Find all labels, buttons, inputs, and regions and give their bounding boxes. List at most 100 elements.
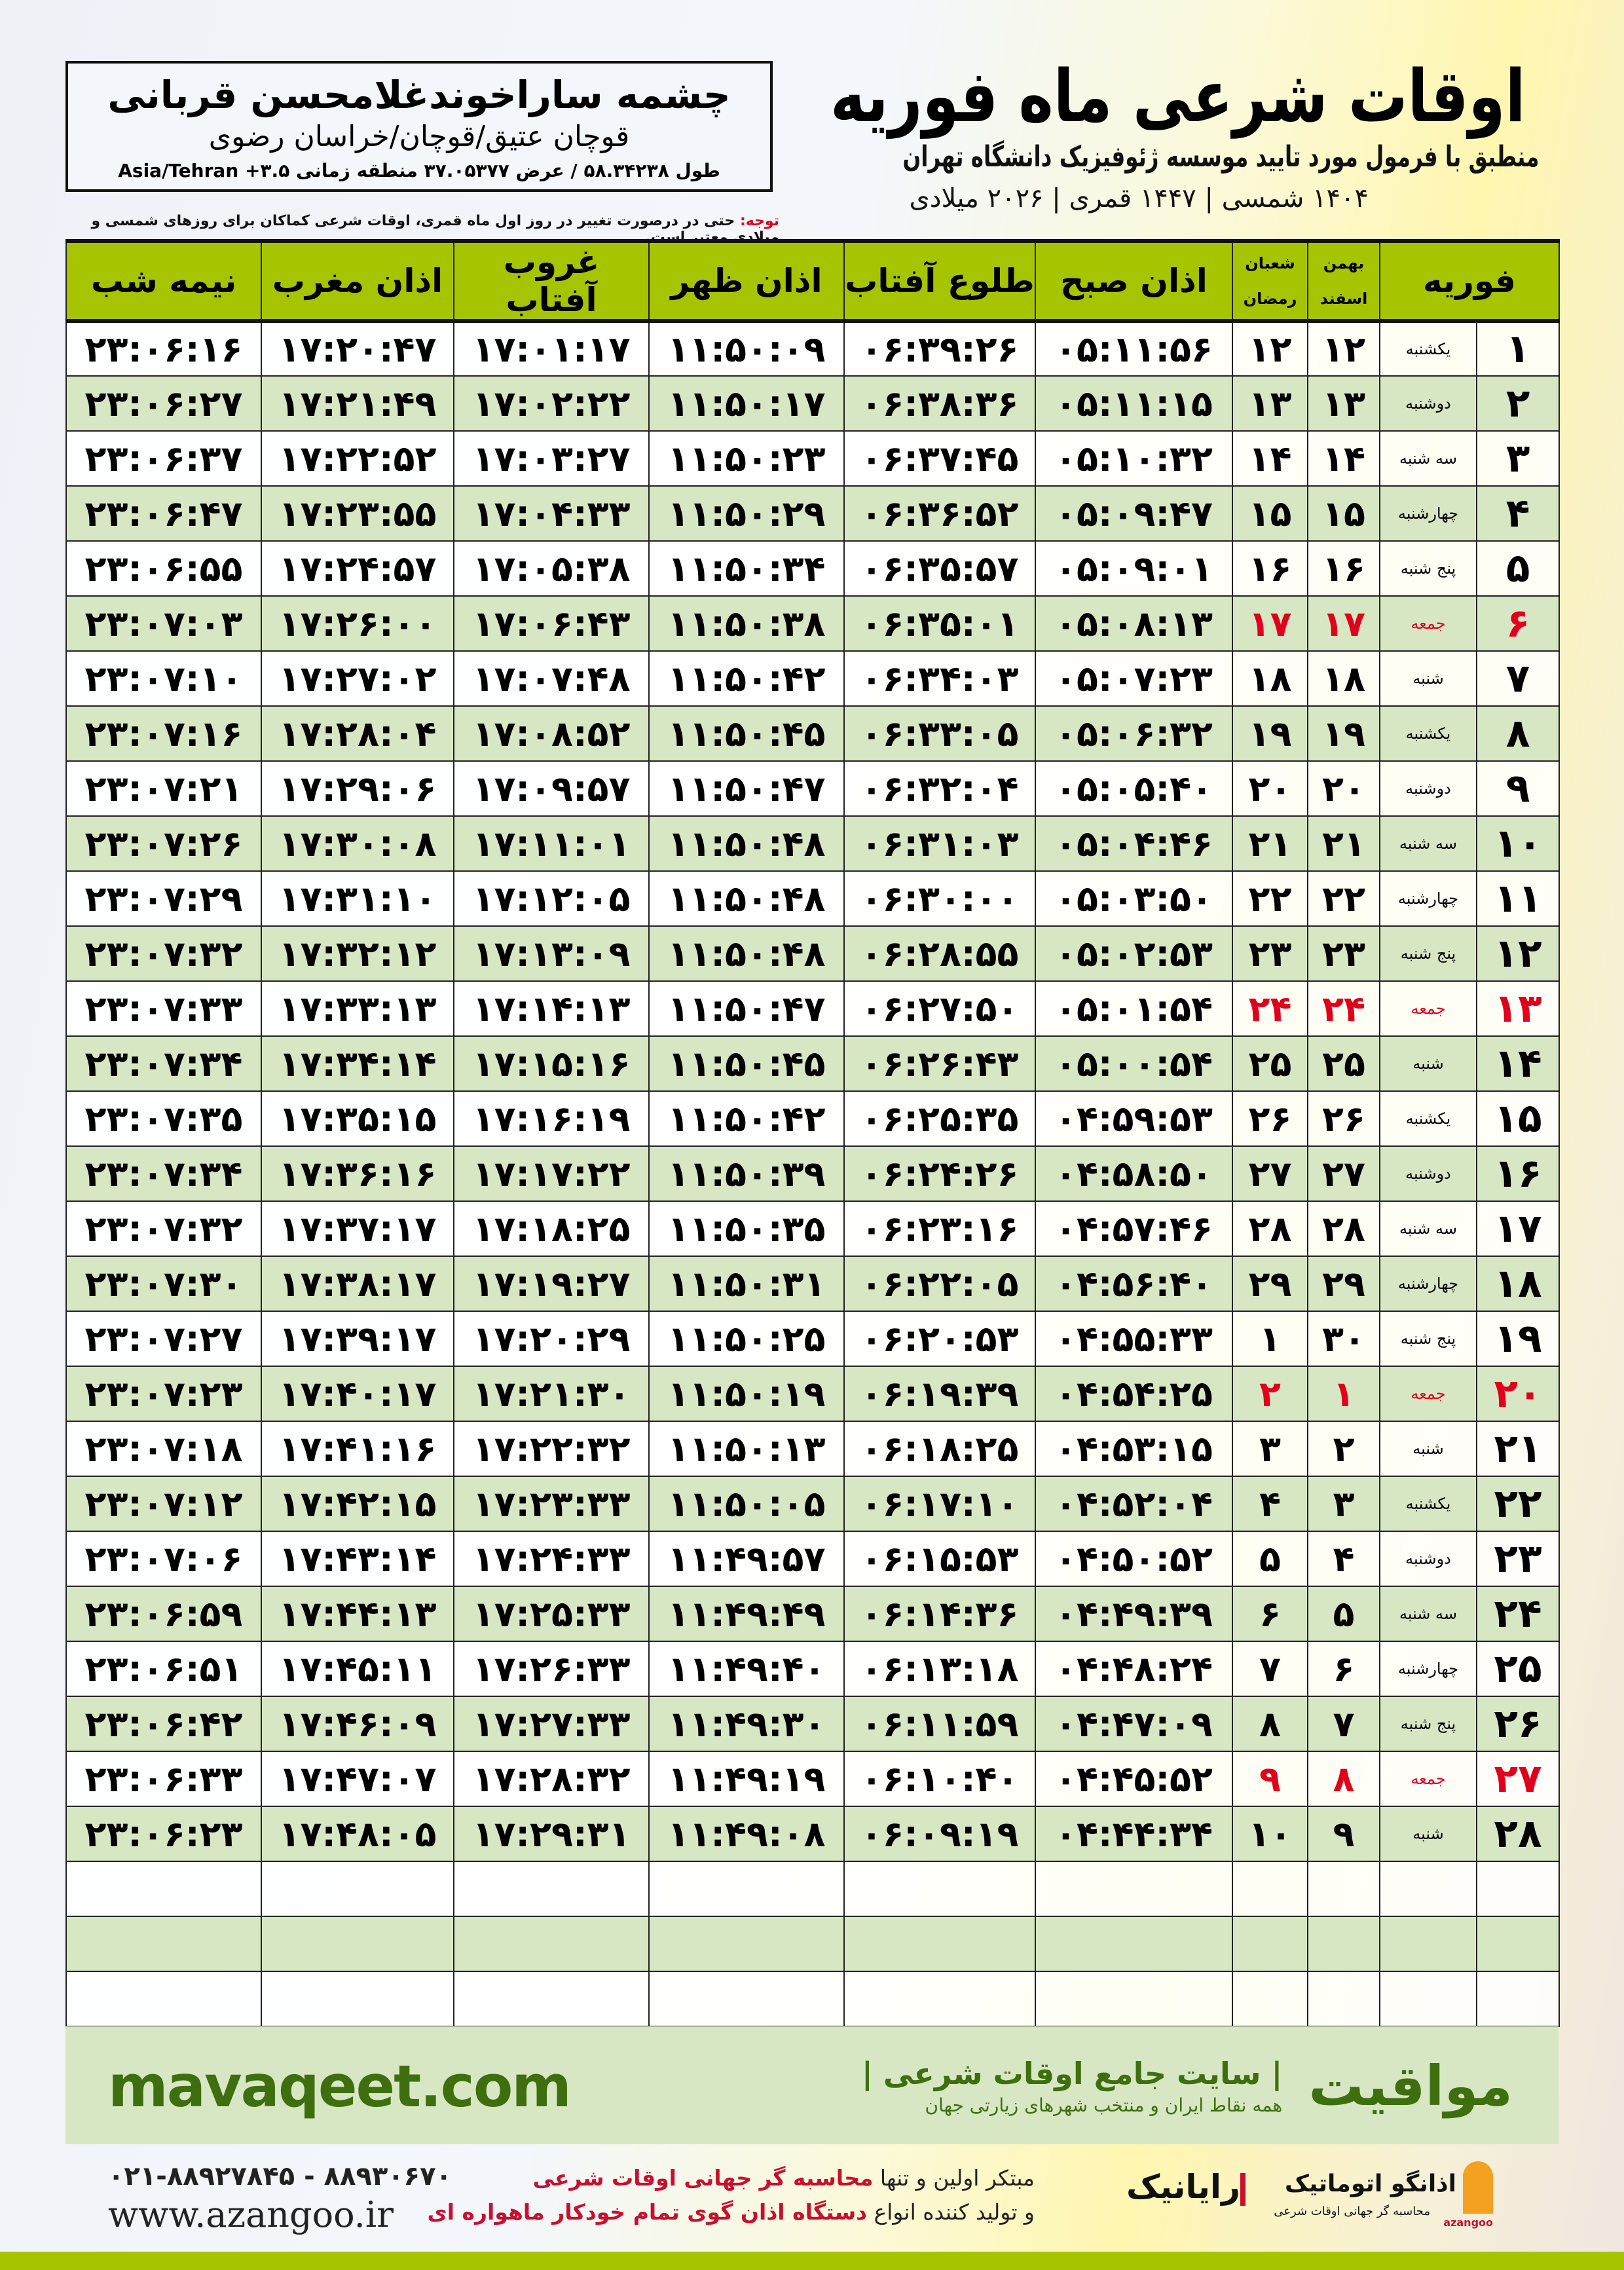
solar-day: ۱۷ (1307, 595, 1380, 652)
solar-day: ۲۸ (1307, 1200, 1380, 1257)
weekday: یکشنبه (1379, 705, 1477, 762)
solar-day: ۱۹ (1307, 705, 1380, 762)
empty-cell (843, 1916, 1036, 1972)
dhuhr-time: ۱۱:۵۰:۴۸ (648, 815, 845, 872)
col-solar-top: بهمن (1323, 254, 1365, 272)
solar-day: ۲۷ (1307, 1145, 1380, 1202)
sunset-time: ۱۷:۲۶:۳۳ (453, 1641, 650, 1697)
promo-text: مبتکر اولین و تنها محاسبه گر جهانی اوقات… (428, 2161, 1035, 2229)
table-row: ۲ دوشنبه ۱۳ ۱۳ ۰۵:۱۱:۱۵ ۰۶:۳۸:۳۶ ۱۱:۵۰:۱۷ ۱۷:۰۲… (65, 375, 1560, 432)
year-dates: ۱۴۰۴ شمسی | ۱۴۴۷ قمری | ۲۰۲۶ میلادی (909, 183, 1369, 214)
empty-cell (648, 1916, 845, 1972)
sunrise-time: ۰۶:۲۸:۵۵ (843, 925, 1036, 982)
maghrib-time: ۱۷:۲۲:۵۲ (261, 430, 454, 487)
solar-day: ۲۳ (1307, 925, 1380, 982)
day-number: ۱۵ (1476, 1090, 1560, 1147)
lunar-day: ۱۲ (1232, 320, 1308, 377)
sunrise-time: ۰۶:۲۵:۳۵ (843, 1090, 1036, 1147)
weekday: سه شنبه (1379, 1200, 1477, 1257)
midnight-time: ۲۳:۰۷:۲۶ (65, 815, 262, 872)
sunset-time: ۱۷:۰۴:۳۳ (453, 485, 650, 542)
weekday: شنبه (1379, 1421, 1477, 1477)
fajr-time: ۰۴:۵۵:۳۳ (1035, 1311, 1233, 1367)
fajr-time: ۰۵:۱۱:۵۶ (1035, 320, 1233, 377)
midnight-time: ۲۳:۰۶:۴۲ (65, 1696, 262, 1752)
fajr-time: ۰۵:۰۸:۱۳ (1035, 595, 1233, 652)
midnight-time: ۲۳:۰۷:۱۸ (65, 1421, 262, 1477)
midnight-time: ۲۳:۰۷:۲۳ (65, 1366, 262, 1422)
sunrise-time: ۰۶:۳۰:۰۰ (843, 870, 1036, 927)
weekday: شنبه (1379, 650, 1477, 707)
sunset-time: ۱۷:۰۲:۲۲ (453, 375, 650, 432)
lunar-day: ۲۹ (1232, 1256, 1308, 1312)
midnight-time: ۲۳:۰۷:۱۶ (65, 705, 262, 762)
weekday: شنبه (1379, 1035, 1477, 1092)
day-number: ۲۰ (1476, 1366, 1560, 1422)
maghrib-time: ۱۷:۲۰:۴۷ (261, 320, 454, 377)
sunset-time: ۱۷:۲۳:۳۳ (453, 1476, 650, 1532)
dhuhr-time: ۱۱:۴۹:۰۸ (648, 1806, 845, 1862)
sunset-time: ۱۷:۰۷:۴۸ (453, 650, 650, 707)
maghrib-time: ۱۷:۴۵:۱۱ (261, 1641, 454, 1697)
rayanik-text: رایانیک (1126, 2168, 1240, 2206)
location-path: قوچان عتیق/قوچان/خراسان رضوی (208, 120, 630, 153)
lunar-day: ۲۷ (1232, 1145, 1308, 1202)
dhuhr-time: ۱۱:۵۰:۲۵ (648, 1311, 845, 1367)
lunar-day: ۲۰ (1232, 760, 1308, 817)
weekday: جمعه (1379, 595, 1477, 652)
maghrib-time: ۱۷:۴۱:۱۶ (261, 1421, 454, 1477)
empty-cell (1476, 1916, 1560, 1972)
azangoo-url[interactable]: www.azangoo.ir (108, 2194, 394, 2235)
midnight-time: ۲۳:۰۷:۲۱ (65, 760, 262, 817)
col-lunar: شعبان رمضان (1232, 239, 1308, 323)
midnight-time: ۲۳:۰۶:۵۹ (65, 1586, 262, 1642)
lunar-day: ۱۹ (1232, 705, 1308, 762)
table-row: ۸ یکشنبه ۱۹ ۱۹ ۰۵:۰۶:۳۲ ۰۶:۳۳:۰۵ ۱۱:۵۰:۴۵ ۱۷:۰۸… (65, 705, 1560, 762)
prayer-times-table: فوریه بهمن اسفند شعبان رمضان اذان صبح طلوع… (65, 239, 1560, 2027)
maghrib-time: ۱۷:۳۶:۱۶ (261, 1145, 454, 1202)
dhuhr-time: ۱۱:۵۰:۳۸ (648, 595, 845, 652)
sunset-time: ۱۷:۲۸:۳۲ (453, 1751, 650, 1807)
lunar-day: ۲۶ (1232, 1090, 1308, 1147)
sunset-time: ۱۷:۲۲:۳۲ (453, 1421, 650, 1477)
sunrise-time: ۰۶:۱۰:۴۰ (843, 1751, 1036, 1807)
empty-row (65, 1971, 1560, 2027)
sunset-time: ۱۷:۱۱:۰۱ (453, 815, 650, 872)
fajr-time: ۰۵:۰۰:۵۴ (1035, 1035, 1233, 1092)
solar-day: ۱۸ (1307, 650, 1380, 707)
sunset-time: ۱۷:۱۸:۲۵ (453, 1200, 650, 1257)
lunar-day: ۲۳ (1232, 925, 1308, 982)
sunrise-time: ۰۶:۲۶:۴۳ (843, 1035, 1036, 1092)
weekday: سه شنبه (1379, 1586, 1477, 1642)
location-coords: طول ۵۸.۳۴۲۳۸ / عرض ۳۷.۰۵۳۷۷ منطقه زمانی … (118, 160, 720, 181)
maghrib-time: ۱۷:۴۶:۰۹ (261, 1696, 454, 1752)
fajr-time: ۰۴:۵۳:۱۵ (1035, 1421, 1233, 1477)
col-month: فوریه (1379, 239, 1560, 323)
midnight-time: ۲۳:۰۶:۳۳ (65, 1751, 262, 1807)
dhuhr-time: ۱۱:۴۹:۴۹ (648, 1586, 845, 1642)
midnight-time: ۲۳:۰۷:۳۰ (65, 1256, 262, 1312)
col-sunset: غروب آفتاب (453, 239, 650, 323)
lunar-day: ۱۶ (1232, 540, 1308, 597)
empty-cell (1035, 1916, 1233, 1972)
fajr-time: ۰۵:۰۴:۴۶ (1035, 815, 1233, 872)
weekday: دوشنبه (1379, 1145, 1477, 1202)
weekday: شنبه (1379, 1806, 1477, 1862)
maghrib-time: ۱۷:۴۸:۰۵ (261, 1806, 454, 1862)
midnight-time: ۲۳:۰۶:۲۳ (65, 1806, 262, 1862)
lunar-day: ۱۰ (1232, 1806, 1308, 1862)
site-url[interactable]: mavaqeet.com (108, 2052, 572, 2120)
sunrise-time: ۰۶:۲۴:۲۶ (843, 1145, 1036, 1202)
empty-cell (453, 1861, 650, 1917)
sunset-time: ۱۷:۰۶:۴۳ (453, 595, 650, 652)
solar-day: ۹ (1307, 1806, 1380, 1862)
midnight-time: ۲۳:۰۷:۱۲ (65, 1476, 262, 1532)
table-row: ۱ یکشنبه ۱۲ ۱۲ ۰۵:۱۱:۵۶ ۰۶:۳۹:۲۶ ۱۱:۵۰:۰۹ ۱۷:۰۱… (65, 320, 1560, 377)
slogan-sub: همه نقاط ایران و منتخب شهرهای زیارتی جها… (925, 2094, 1283, 2116)
midnight-time: ۲۳:۰۷:۳۳ (65, 980, 262, 1037)
day-number: ۲ (1476, 375, 1560, 432)
fajr-time: ۰۴:۴۷:۰۹ (1035, 1696, 1233, 1752)
azangoo-en: azangoo (1443, 2216, 1493, 2229)
maghrib-time: ۱۷:۲۳:۵۵ (261, 485, 454, 542)
sunrise-time: ۰۶:۳۵:۵۷ (843, 540, 1036, 597)
